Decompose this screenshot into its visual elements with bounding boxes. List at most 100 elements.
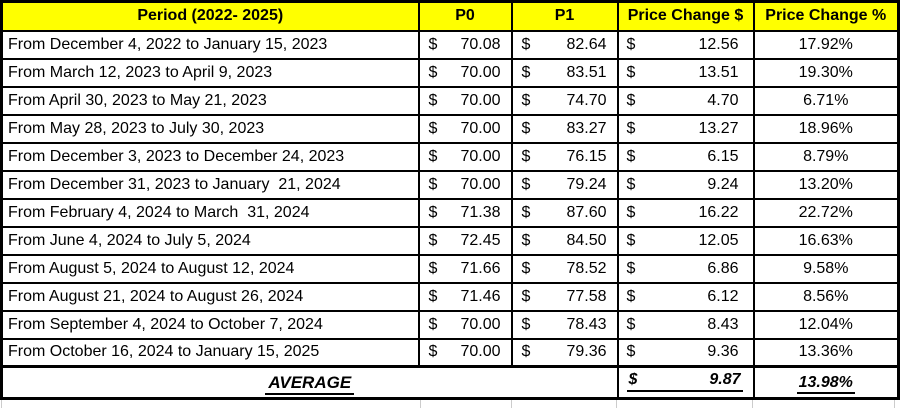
price-change-pct-cell[interactable]: 12.04% [752,309,900,340]
header-p0[interactable]: P0 [417,0,513,32]
header-row: Period (2022- 2025) P0 P1 Price Change $… [0,0,900,32]
price-change-pct-cell[interactable]: 16.63% [752,225,900,256]
p0-cell[interactable]: $ 70.00 [417,169,513,200]
p0-value: 71.66 [460,259,501,277]
p1-cell[interactable]: $ 83.51 [510,57,619,88]
p1-value: 82.64 [566,35,607,53]
gridline-stub [420,400,421,408]
p0-cell[interactable]: $ 70.00 [417,141,513,172]
header-p1[interactable]: P1 [510,0,619,32]
p0-cell[interactable]: $ 70.00 [417,113,513,144]
average-price-change-pct-cell[interactable]: 13.98% [752,365,900,400]
p0-cell[interactable]: $ 71.66 [417,253,513,284]
table-row: From May 28, 2023 to July 30, 2023 $ 70.… [0,113,900,144]
average-label-cell[interactable]: AVERAGE [0,365,619,400]
period-cell[interactable]: From April 30, 2023 to May 21, 2023 [0,85,420,116]
price-change-pct-cell[interactable]: 6.71% [752,85,900,116]
price-change-cell[interactable]: $ 8.43 [616,309,755,340]
price-change-cell[interactable]: $ 4.70 [616,85,755,116]
dollar-sign: $ [626,35,636,53]
p1-cell[interactable]: $ 74.70 [510,85,619,116]
average-price-change-cell[interactable]: $ 9.87 [616,365,755,400]
dollar-sign: $ [428,147,438,165]
p0-cell[interactable]: $ 71.46 [417,281,513,312]
p0-cell[interactable]: $ 72.45 [417,225,513,256]
period-cell[interactable]: From February 4, 2024 to March 31, 2024 [0,197,420,228]
dollar-sign: $ [626,175,636,193]
period-cell[interactable]: From August 5, 2024 to August 12, 2024 [0,253,420,284]
price-change-pct-cell[interactable]: 18.96% [752,113,900,144]
price-change-pct-cell[interactable]: 13.36% [752,337,900,368]
gridline-stub [1,400,2,408]
p1-cell[interactable]: $ 84.50 [510,225,619,256]
price-change-cell[interactable]: $ 12.56 [616,29,755,60]
dollar-sign: $ [626,91,636,109]
price-change-cell[interactable]: $ 13.51 [616,57,755,88]
period-cell[interactable]: From December 3, 2023 to December 24, 20… [0,141,420,172]
table-row: From March 12, 2023 to April 9, 2023 $ 7… [0,57,900,88]
price-change-pct-cell[interactable]: 8.56% [752,281,900,312]
header-price-change-percent[interactable]: Price Change % [752,0,900,32]
p0-cell[interactable]: $ 71.38 [417,197,513,228]
p1-value: 84.50 [566,231,607,249]
p1-cell[interactable]: $ 79.24 [510,169,619,200]
price-change-value: 12.05 [698,231,739,249]
table-row: From October 16, 2024 to January 15, 202… [0,337,900,368]
table-row: From February 4, 2024 to March 31, 2024 … [0,197,900,228]
price-change-pct-cell[interactable]: 13.20% [752,169,900,200]
period-cell[interactable]: From May 28, 2023 to July 30, 2023 [0,113,420,144]
table-header: Period (2022- 2025) P0 P1 Price Change $… [0,0,900,32]
period-cell[interactable]: From August 21, 2024 to August 26, 2024 [0,281,420,312]
price-change-cell[interactable]: $ 16.22 [616,197,755,228]
price-change-pct-cell[interactable]: 22.72% [752,197,900,228]
dollar-sign: $ [428,119,438,137]
p1-cell[interactable]: $ 77.58 [510,281,619,312]
price-change-pct-cell[interactable]: 8.79% [752,141,900,172]
table-footer: AVERAGE $ 9.87 13.98% [0,365,900,400]
p1-cell[interactable]: $ 87.60 [510,197,619,228]
price-change-pct-cell[interactable]: 19.30% [752,57,900,88]
p1-cell[interactable]: $ 82.64 [510,29,619,60]
p0-cell[interactable]: $ 70.08 [417,29,513,60]
table-row: From April 30, 2023 to May 21, 2023 $ 70… [0,85,900,116]
period-cell[interactable]: From December 31, 2023 to January 21, 20… [0,169,420,200]
price-change-cell[interactable]: $ 13.27 [616,113,755,144]
price-change-cell[interactable]: $ 9.24 [616,169,755,200]
p0-value: 72.45 [460,231,501,249]
period-cell[interactable]: From October 16, 2024 to January 15, 202… [0,337,420,368]
price-change-cell[interactable]: $ 6.12 [616,281,755,312]
price-change-cell[interactable]: $ 6.86 [616,253,755,284]
price-change-value: 8.43 [707,315,739,333]
p1-cell[interactable]: $ 78.43 [510,309,619,340]
p0-cell[interactable]: $ 70.00 [417,57,513,88]
dollar-sign: $ [626,63,636,81]
period-cell[interactable]: From September 4, 2024 to October 7, 202… [0,309,420,340]
price-change-pct-cell[interactable]: 9.58% [752,253,900,284]
p1-cell[interactable]: $ 78.52 [510,253,619,284]
p1-value: 77.58 [566,287,607,305]
period-cell[interactable]: From December 4, 2022 to January 15, 202… [0,29,420,60]
dollar-sign: $ [521,315,531,333]
dollar-sign: $ [428,259,438,277]
price-change-pct-cell[interactable]: 17.92% [752,29,900,60]
p1-cell[interactable]: $ 83.27 [510,113,619,144]
p0-cell[interactable]: $ 70.00 [417,309,513,340]
price-change-cell[interactable]: $ 6.15 [616,141,755,172]
header-period[interactable]: Period (2022- 2025) [0,0,420,32]
p1-value: 83.51 [566,63,607,81]
dollar-sign: $ [521,147,531,165]
header-price-change-dollar[interactable]: Price Change $ [616,0,755,32]
dollar-sign: $ [626,343,636,361]
table-row: From December 4, 2022 to January 15, 202… [0,29,900,60]
p0-cell[interactable]: $ 70.00 [417,337,513,368]
p1-cell[interactable]: $ 79.36 [510,337,619,368]
p1-cell[interactable]: $ 76.15 [510,141,619,172]
gridline-stub [752,400,753,408]
period-cell[interactable]: From June 4, 2024 to July 5, 2024 [0,225,420,256]
price-change-cell[interactable]: $ 12.05 [616,225,755,256]
p0-cell[interactable]: $ 70.00 [417,85,513,116]
dollar-sign: $ [428,315,438,333]
period-cell[interactable]: From March 12, 2023 to April 9, 2023 [0,57,420,88]
price-change-cell[interactable]: $ 9.36 [616,337,755,368]
dollar-sign: $ [626,231,636,249]
